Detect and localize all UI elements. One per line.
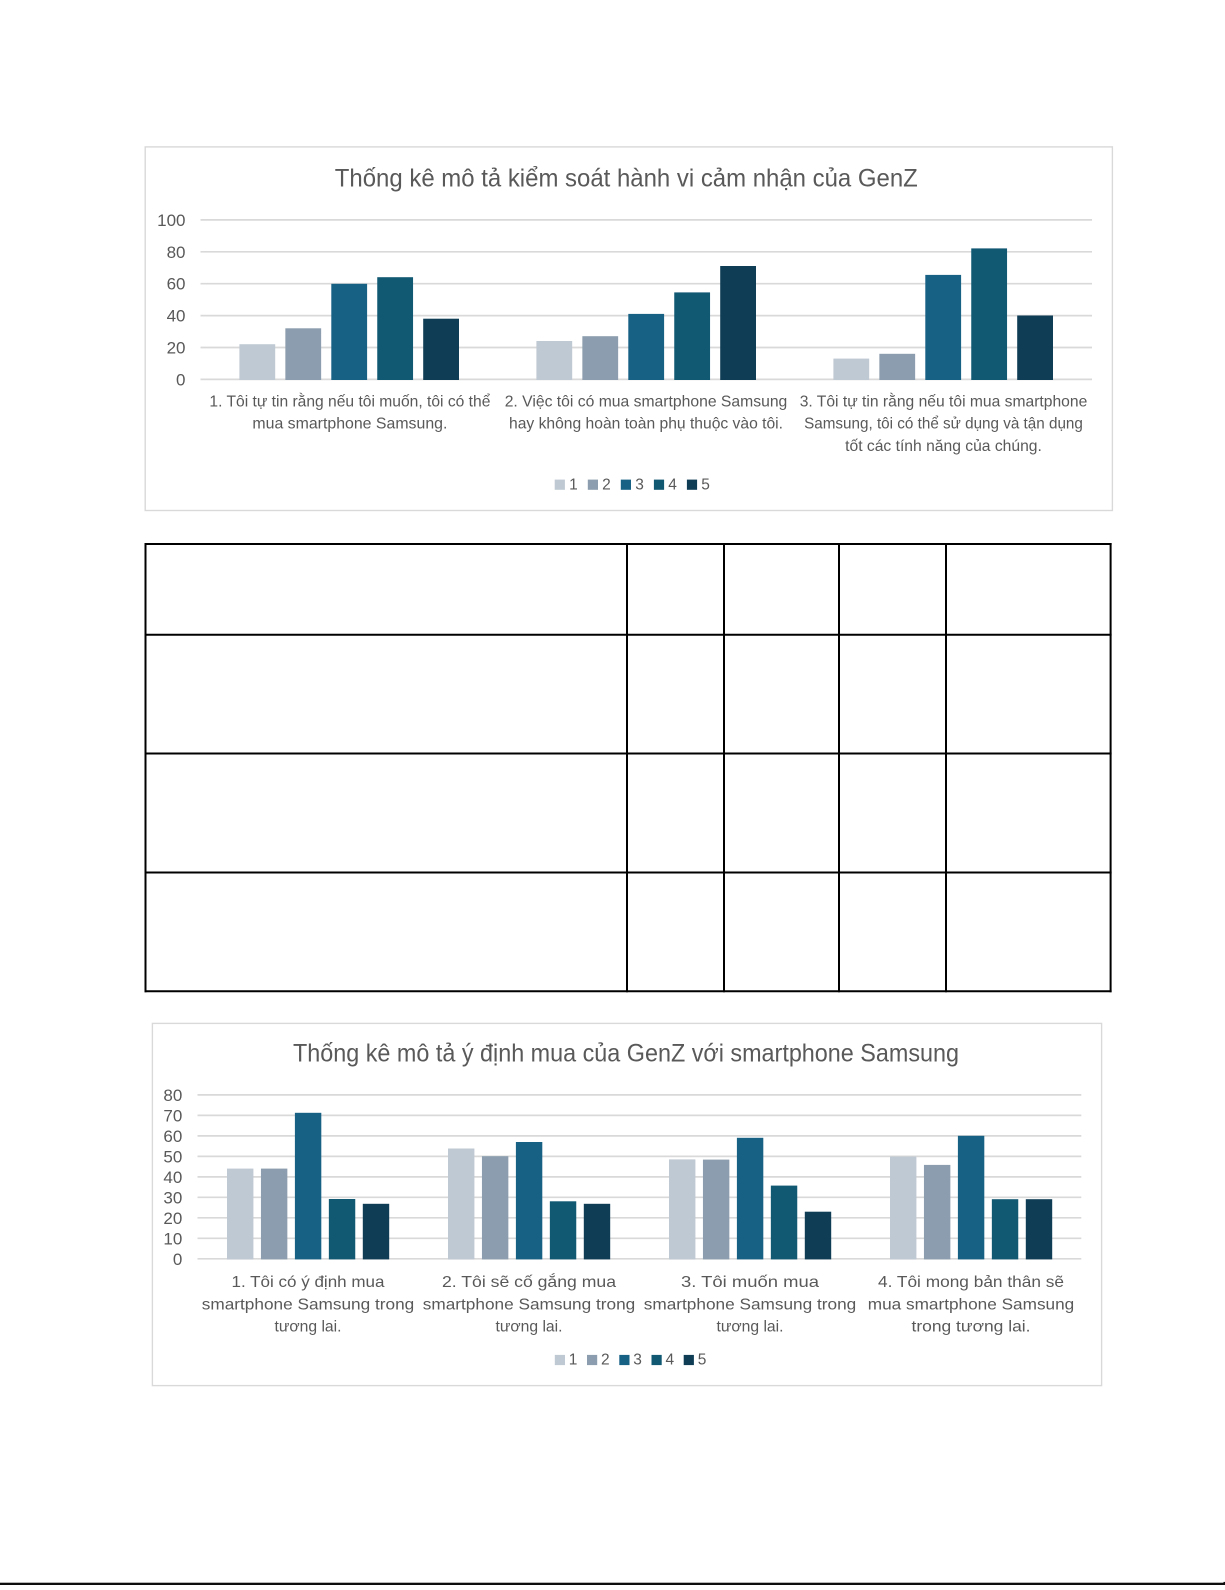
svg-text:Thống kê mô tả ý định mua của: Thống kê mô tả ý định mua của GenZ với s…	[293, 1039, 959, 1067]
svg-text:smartphone Samsung trong: smartphone Samsung trong	[423, 1296, 636, 1313]
svg-text:0: 0	[173, 1250, 182, 1269]
svg-text:1: 1	[569, 1352, 578, 1369]
svg-text:80: 80	[163, 1086, 182, 1105]
svg-text:trong tương lai.: trong tương lai.	[912, 1319, 1031, 1336]
svg-text:mua smartphone Samsung: mua smartphone Samsung	[868, 1296, 1075, 1313]
svg-text:Thống kê mô tả kiểm soát hành: Thống kê mô tả kiểm soát hành vi cảm nhậ…	[335, 165, 918, 193]
svg-text:1. Tôi tự tin rằng nếu tôi muố: 1. Tôi tự tin rằng nếu tôi muốn, tôi có …	[209, 391, 490, 410]
svg-text:40: 40	[163, 1168, 182, 1187]
svg-text:2. Tôi sẽ cố gắng mua: 2. Tôi sẽ cố gắng mua	[442, 1272, 616, 1291]
svg-text:60: 60	[163, 1127, 182, 1146]
svg-text:3: 3	[633, 1352, 642, 1369]
svg-text:1: 1	[569, 477, 578, 494]
svg-text:2: 2	[602, 477, 611, 494]
svg-text:20: 20	[163, 1209, 182, 1228]
svg-text:50: 50	[163, 1147, 182, 1166]
svg-text:tốt các tính năng của chúng.: tốt các tính năng của chúng.	[845, 438, 1042, 455]
svg-text:3. Tôi tự tin rằng nếu tôi mua: 3. Tôi tự tin rằng nếu tôi mua smartphon…	[800, 391, 1088, 410]
svg-text:mua smartphone Samsung.: mua smartphone Samsung.	[252, 416, 447, 433]
svg-text:2: 2	[601, 1352, 610, 1369]
svg-text:tương lai.: tương lai.	[275, 1319, 342, 1336]
svg-text:4: 4	[668, 477, 677, 494]
svg-text:100: 100	[157, 211, 185, 230]
svg-text:tương lai.: tương lai.	[717, 1319, 784, 1336]
svg-text:Samsung, tôi có thể sử dụng và: Samsung, tôi có thể sử dụng và tận dụng	[804, 415, 1083, 433]
svg-text:40: 40	[167, 307, 186, 326]
svg-text:tương lai.: tương lai.	[496, 1319, 563, 1336]
svg-text:4. Tôi mong bản thân sẽ: 4. Tôi mong bản thân sẽ	[878, 1274, 1064, 1291]
svg-text:smartphone Samsung trong: smartphone Samsung trong	[202, 1296, 415, 1313]
svg-text:hay không hoàn toàn phụ thuộc: hay không hoàn toàn phụ thuộc vào tôi.	[509, 416, 783, 433]
svg-text:20: 20	[167, 339, 186, 358]
svg-text:smartphone Samsung trong: smartphone Samsung trong	[644, 1296, 857, 1313]
svg-text:5: 5	[698, 1352, 707, 1369]
svg-text:1. Tôi có ý định mua: 1. Tôi có ý định mua	[232, 1274, 385, 1291]
svg-text:30: 30	[163, 1188, 182, 1207]
svg-text:10: 10	[163, 1229, 182, 1248]
svg-text:70: 70	[163, 1106, 182, 1125]
svg-text:3: 3	[635, 477, 644, 494]
svg-text:4: 4	[666, 1352, 675, 1369]
svg-text:3. Tôi muốn mua: 3. Tôi muốn mua	[681, 1274, 819, 1291]
svg-text:80: 80	[167, 243, 186, 262]
svg-text:0: 0	[176, 370, 185, 389]
svg-text:60: 60	[167, 275, 186, 294]
svg-text:2. Việc tôi có mua smartphone: 2. Việc tôi có mua smartphone Samsung	[505, 393, 788, 410]
svg-text:5: 5	[701, 477, 710, 494]
